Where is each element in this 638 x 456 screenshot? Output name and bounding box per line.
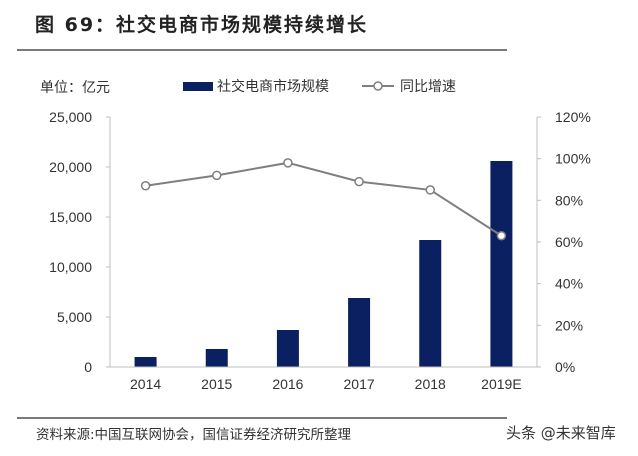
bar xyxy=(205,349,228,367)
legend-bar-label: 社交电商市场规模 xyxy=(217,79,329,95)
left-tick-label: 10,000 xyxy=(49,259,92,275)
unit-label: 单位：亿元 xyxy=(40,80,110,96)
bar xyxy=(348,298,371,367)
bar xyxy=(134,357,157,367)
right-tick-label: 80% xyxy=(555,192,583,208)
watermark: 头条 @未来智库 xyxy=(506,424,616,442)
x-tick-label: 2018 xyxy=(415,376,446,392)
legend-line-label: 同比增速 xyxy=(400,79,456,95)
right-tick-label: 0% xyxy=(555,359,575,375)
line-marker-icon xyxy=(425,185,435,195)
line-marker-icon xyxy=(496,231,507,241)
left-tick-label: 5,000 xyxy=(57,309,92,325)
x-tick-label: 2017 xyxy=(344,376,375,392)
footer-rule xyxy=(17,417,507,419)
source-note: 资料来源:中国互联网协会，国信证券经济研究所整理 xyxy=(36,427,352,443)
right-tick-label: 60% xyxy=(555,234,583,250)
left-tick-label: 0 xyxy=(84,359,92,375)
right-tick-label: 40% xyxy=(555,276,583,292)
line-marker-icon xyxy=(283,158,293,168)
line-marker-icon xyxy=(354,176,364,187)
left-tick-label: 25,000 xyxy=(49,109,92,125)
line-marker-swatch-icon xyxy=(362,80,394,92)
line-series xyxy=(140,158,507,241)
x-tick-label: 2014 xyxy=(130,376,161,392)
right-tick-label: 20% xyxy=(555,317,583,333)
header-rule xyxy=(17,49,507,51)
left-tick-label: 15,000 xyxy=(49,209,92,225)
line-marker-icon xyxy=(140,181,151,191)
x-tick-label: 2015 xyxy=(201,376,232,392)
bar-swatch-icon xyxy=(183,81,213,91)
legend-bar: 社交电商市场规模 xyxy=(183,76,329,96)
left-tick-label: 20,000 xyxy=(49,159,92,175)
bar xyxy=(490,161,513,367)
bar-series xyxy=(134,161,513,367)
left-axis: 0 5,000 10,000 15,000 20,000 25,000 xyxy=(49,109,111,375)
right-tick-label: 100% xyxy=(555,151,591,167)
figure-title: 图 69：社交电商市场规模持续增长 xyxy=(35,14,369,36)
bar xyxy=(276,330,299,367)
right-axis: 0% 20% 40% 60% 80% 100% 120% xyxy=(536,109,591,375)
x-tick-label: 2016 xyxy=(272,376,303,392)
right-tick-label: 120% xyxy=(555,109,591,125)
bar xyxy=(419,240,442,367)
x-tick-label: 2019E xyxy=(481,376,521,392)
x-axis-labels: 2014 2015 2016 2017 2018 2019E xyxy=(110,366,537,392)
line-marker-icon xyxy=(212,170,222,181)
legend-line: 同比增速 xyxy=(362,76,456,96)
